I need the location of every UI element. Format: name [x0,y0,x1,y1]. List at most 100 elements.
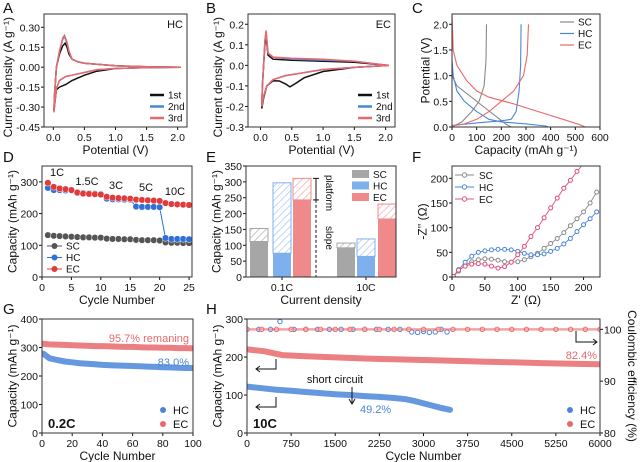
series-band-EC [247,346,600,368]
legend-swatch-SC [352,170,369,178]
y-axis-label: Capacity (mAh g⁻¹) [5,324,19,427]
x-tick-label: 1.5 [347,132,362,144]
data-point-SC [126,235,134,243]
x-tick-label: 0.0 [253,132,268,144]
data-point-HC [495,246,501,252]
series-line-1st [261,36,389,109]
plot-frame [43,13,188,128]
legend-marker-SC [461,172,468,178]
panel-C: C 0 100 200 300 400 500 600 0.0 0.5 1.0 1.5 2.0 Capac… [412,0,609,157]
plot-frame [247,13,396,128]
panel-letter: A [3,0,13,17]
x-tick-label: 20 [154,282,166,294]
y-axis-label: Potential (V) [418,37,432,103]
series-charge-line-EC [452,24,530,127]
y-tick-label: 0 [442,272,448,284]
y-tick-label: 0.30 [20,22,41,34]
left-axis-arrow-icon [255,397,277,411]
y-tick-label: -0.1 [226,81,244,93]
legend-label-3rd: 3rd [376,114,390,125]
bar-platform-HC [356,238,376,257]
panel-G: G 0 20 40 60 80 100 0 100 200 300 400 Cycle Number Ca… [3,301,202,462]
x-axis-label: Z' (Ω) [511,293,541,307]
data-point-SC [521,257,527,263]
legend-label-SC: SC [479,171,493,182]
data-point-SC [554,236,560,242]
data-point-HC [462,259,468,265]
data-point-SC [574,216,580,222]
legend-marker-EC [567,421,573,427]
plot-frame [41,165,193,278]
y-tick-label: 100 [224,240,242,252]
y-tick-label: 50 [436,247,448,259]
x-tick-label: 3000 [412,438,436,450]
data-point-EC [567,177,573,183]
panel-letter: D [3,149,14,166]
data-point-SC [61,232,70,240]
bar-slope-HC [357,256,375,277]
data-point-HC [508,247,514,253]
x-tick-label: 100 [468,132,486,144]
data-point-EC [574,168,580,174]
data-point-SC [85,233,93,241]
data-point-SC [132,236,140,244]
legend-label-2nd: 2nd [376,102,393,113]
panel-letter: G [3,301,15,318]
data-point-SC [502,259,508,265]
retention-label-hc: 49.2% [360,404,391,416]
series-line-2nd [53,34,181,112]
panel-A: A 0.0 0.5 1.0 1.5 2.0 -0.45 -0.30 -0.15 0.00 0.15 0… [1,0,188,157]
y-tick-label: 200 [20,371,38,383]
legend-label-HC: HC [580,405,596,417]
data-point-EC [548,205,554,211]
data-point-EC [167,200,175,208]
data-point-HC [554,245,560,251]
data-point-EC [528,234,534,240]
x-tick-label: 0 [39,282,45,294]
data-point-HC [587,216,593,222]
x-tick-label: 6000 [588,438,612,450]
data-point-HC [482,248,488,254]
data-point-HC [488,247,494,253]
x-tick-label: 0.5 [284,132,299,144]
ce-point-HC [277,319,283,325]
data-point-HC [567,236,573,242]
x-axis-label: Capacity (mAh g⁻¹) [474,143,577,157]
data-point-HC [574,229,580,235]
ce-point-HC [414,329,421,336]
legend-label-HC: HC [66,253,80,264]
y-tick-label: -0.15 [16,82,40,94]
slope-label: slope [323,226,334,250]
data-point-HC [156,203,164,211]
data-point-SC [561,230,567,236]
plot-area [249,177,396,277]
x-axis-label: Cycle Number [79,293,155,307]
data-point-HC [132,203,140,211]
series-line-3rd [53,33,181,113]
legend-marker-EC [160,421,166,427]
data-point-EC [144,196,152,204]
legend-label-EC: EC [479,195,493,206]
data-point-SC [144,236,152,244]
bar-slope-SC [337,247,355,277]
data-point-EC [475,261,481,267]
data-point-SC [156,236,164,245]
y-axis-label: Capacity (mAh g⁻¹) [5,170,19,273]
panel-letter: H [206,301,217,318]
x-axis-label: Current density [280,293,361,307]
legend-label-3rd: 3rd [168,114,182,125]
y-axis-label: Capacity (mAh g⁻¹) [210,324,224,427]
legend-label-HC: HC [373,182,387,193]
data-point-SC [515,259,521,265]
y-tick-label: 0 [237,428,243,440]
y-tick-label: 200 [430,173,448,185]
data-point-SC [114,235,123,243]
data-point-EC [61,185,70,193]
data-point-HC [144,203,152,211]
retention-label-ec: 95.7% remaning [109,333,189,345]
x-tick-label: 50 [479,282,491,294]
data-point-EC [561,185,567,191]
data-point-HC [535,252,541,258]
x-tick-label: 100 [184,438,202,450]
legend-label-EC: EC [373,193,387,204]
